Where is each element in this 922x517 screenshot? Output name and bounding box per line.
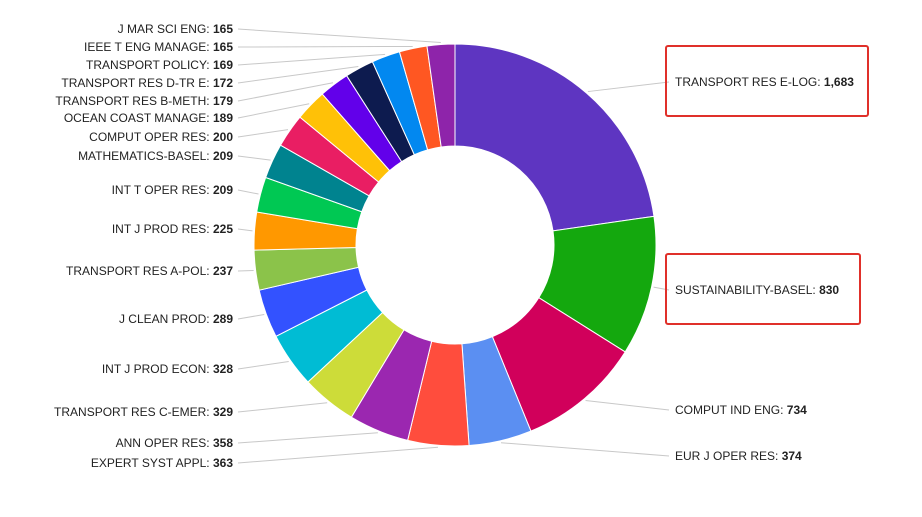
leader-line-ocean-coast-manage <box>237 103 310 119</box>
slice-transport-res-e-log[interactable] <box>454 43 655 232</box>
slice-label-name: INT J PROD ECON: <box>102 362 213 376</box>
slice-label-expert-syst-appl: EXPERT SYST APPL: 363 <box>91 456 233 470</box>
leader-line-transport-res-c-emer <box>237 402 328 413</box>
leader-line-int-j-prod-econ <box>237 360 289 370</box>
leader-line-eur-j-oper-res <box>500 442 670 457</box>
slice-label-transport-res-a-pol: TRANSPORT RES A-POL: 237 <box>66 264 233 278</box>
slice-label-int-j-prod-res: INT J PROD RES: 225 <box>112 222 233 236</box>
slice-label-name: INT T OPER RES: <box>112 183 213 197</box>
slice-label-value: 734 <box>787 403 807 417</box>
slice-label-value: 209 <box>213 149 233 163</box>
slice-label-name: TRANSPORT RES E-LOG: <box>675 75 824 89</box>
slice-label-value: 172 <box>213 76 233 90</box>
leader-line-j-clean-prod <box>237 313 265 320</box>
slice-label-name: OCEAN COAST MANAGE: <box>64 111 213 125</box>
slice-label-name: J CLEAN PROD: <box>119 312 213 326</box>
slice-label-value: 209 <box>213 183 233 197</box>
leader-line-int-j-prod-res <box>237 228 253 232</box>
slice-group <box>253 43 657 447</box>
slice-label-value: 1,683 <box>824 75 854 89</box>
slice-label-value: 189 <box>213 111 233 125</box>
leader-group <box>237 28 670 464</box>
slice-label-value: 165 <box>213 22 233 36</box>
slice-label-name: TRANSPORT POLICY: <box>86 58 213 72</box>
slice-label-name: MATHEMATICS-BASEL: <box>78 149 213 163</box>
leader-line-transport-res-b-meth <box>237 82 334 102</box>
slice-label-comput-oper-res: COMPUT OPER RES: 200 <box>89 130 233 144</box>
slice-label-name: INT J PROD RES: <box>112 222 213 236</box>
slice-label-value: 289 <box>213 312 233 326</box>
slice-label-name: TRANSPORT RES C-EMER: <box>54 405 213 419</box>
highlight-box-transport-res-e-log <box>665 45 869 117</box>
highlight-group <box>665 45 869 325</box>
leader-line-int-t-oper-res <box>237 189 259 195</box>
slice-label-name: IEEE T ENG MANAGE: <box>84 40 213 54</box>
leader-line-mathematics-basel <box>237 155 271 161</box>
slice-label-transport-res-e-log: TRANSPORT RES E-LOG: 1,683 <box>675 75 854 89</box>
slice-label-sustainability-basel: SUSTAINABILITY-BASEL: 830 <box>675 283 839 297</box>
slice-label-value: 200 <box>213 130 233 144</box>
slice-label-value: 179 <box>213 94 233 108</box>
slice-label-name: J MAR SCI ENG: <box>118 22 213 36</box>
slice-label-name: EXPERT SYST APPL: <box>91 456 213 470</box>
slice-label-transport-res-b-meth: TRANSPORT RES B-METH: 179 <box>55 94 233 108</box>
slice-label-name: COMPUT IND ENG: <box>675 403 787 417</box>
slice-label-name: TRANSPORT RES D-TR E: <box>61 76 213 90</box>
slice-label-name: EUR J OPER RES: <box>675 449 782 463</box>
slice-label-value: 328 <box>213 362 233 376</box>
slice-label-eur-j-oper-res: EUR J OPER RES: 374 <box>675 449 802 463</box>
leader-line-ieee-t-eng-manage <box>237 45 413 48</box>
highlight-box-sustainability-basel <box>665 253 861 325</box>
slice-label-int-t-oper-res: INT T OPER RES: 209 <box>112 183 234 197</box>
slice-label-value: 374 <box>782 449 802 463</box>
slice-label-name: ANN OPER RES: <box>116 436 213 450</box>
slice-label-ann-oper-res: ANN OPER RES: 358 <box>116 436 234 450</box>
leader-line-comput-oper-res <box>237 129 289 138</box>
slice-label-mathematics-basel: MATHEMATICS-BASEL: 209 <box>78 149 233 163</box>
slice-label-comput-ind-eng: COMPUT IND ENG: 734 <box>675 403 807 417</box>
leader-line-transport-res-d-tr-e <box>237 65 359 84</box>
slice-label-ocean-coast-manage: OCEAN COAST MANAGE: 189 <box>64 111 233 125</box>
slice-label-value: 329 <box>213 405 233 419</box>
slice-j-mar-sci-eng[interactable] <box>426 43 456 148</box>
leader-line-transport-policy <box>237 53 386 66</box>
slice-label-int-j-prod-econ: INT J PROD ECON: 328 <box>102 362 233 376</box>
slice-label-j-clean-prod: J CLEAN PROD: 289 <box>119 312 233 326</box>
slice-label-name: COMPUT OPER RES: <box>89 130 213 144</box>
slice-label-value: 165 <box>213 40 233 54</box>
leader-line-comput-ind-eng <box>585 399 670 411</box>
slice-label-value: 358 <box>213 436 233 450</box>
slice-label-j-mar-sci-eng: J MAR SCI ENG: 165 <box>118 22 234 36</box>
slice-label-value: 169 <box>213 58 233 72</box>
slice-label-name: TRANSPORT RES A-POL: <box>66 264 213 278</box>
slice-label-value: 225 <box>213 222 233 236</box>
slice-label-name: TRANSPORT RES B-METH: <box>55 94 213 108</box>
slice-label-value: 363 <box>213 456 233 470</box>
slice-label-value: 830 <box>819 283 839 297</box>
slice-label-ieee-t-eng-manage: IEEE T ENG MANAGE: 165 <box>84 40 233 54</box>
leader-line-ann-oper-res <box>237 432 378 444</box>
leader-line-j-mar-sci-eng <box>237 28 441 43</box>
slice-label-transport-res-d-tr-e: TRANSPORT RES D-TR E: 172 <box>61 76 233 90</box>
slice-label-value: 237 <box>213 264 233 278</box>
slice-label-transport-res-c-emer: TRANSPORT RES C-EMER: 329 <box>54 405 233 419</box>
leader-line-transport-res-e-log <box>587 81 670 93</box>
label-group: TRANSPORT RES E-LOG: 1,683 SUSTAINABILITY… <box>54 22 854 470</box>
slice-label-transport-policy: TRANSPORT POLICY: 169 <box>86 58 233 72</box>
leader-line-expert-syst-appl <box>237 446 439 464</box>
slice-label-name: SUSTAINABILITY-BASEL: <box>675 283 819 297</box>
